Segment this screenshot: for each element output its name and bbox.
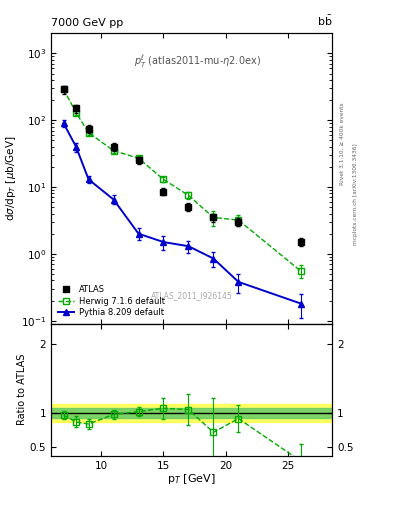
Y-axis label: Ratio to ATLAS: Ratio to ATLAS	[17, 354, 27, 425]
Legend: ATLAS, Herwig 7.1.6 default, Pythia 8.209 default: ATLAS, Herwig 7.1.6 default, Pythia 8.20…	[55, 283, 167, 319]
Text: b$\bar{\mathrm{b}}$: b$\bar{\mathrm{b}}$	[317, 14, 332, 28]
Text: 7000 GeV pp: 7000 GeV pp	[51, 18, 123, 28]
Bar	[51, 408, 332, 418]
X-axis label: p$_T$ [GeV]: p$_T$ [GeV]	[167, 472, 216, 486]
Y-axis label: d$\sigma$/dp$_T$ [$\mu$b/GeV]: d$\sigma$/dp$_T$ [$\mu$b/GeV]	[4, 136, 18, 221]
Bar	[51, 404, 332, 422]
Text: ATLAS_2011_I926145: ATLAS_2011_I926145	[151, 291, 233, 301]
Text: Rivet 3.1.10, ≥ 400k events: Rivet 3.1.10, ≥ 400k events	[340, 102, 345, 185]
Text: $p_T^\ell$ (atlas2011-mu-$\eta$2.0ex): $p_T^\ell$ (atlas2011-mu-$\eta$2.0ex)	[134, 54, 261, 71]
Text: mcplots.cern.ch [arXiv:1306.3436]: mcplots.cern.ch [arXiv:1306.3436]	[353, 144, 358, 245]
